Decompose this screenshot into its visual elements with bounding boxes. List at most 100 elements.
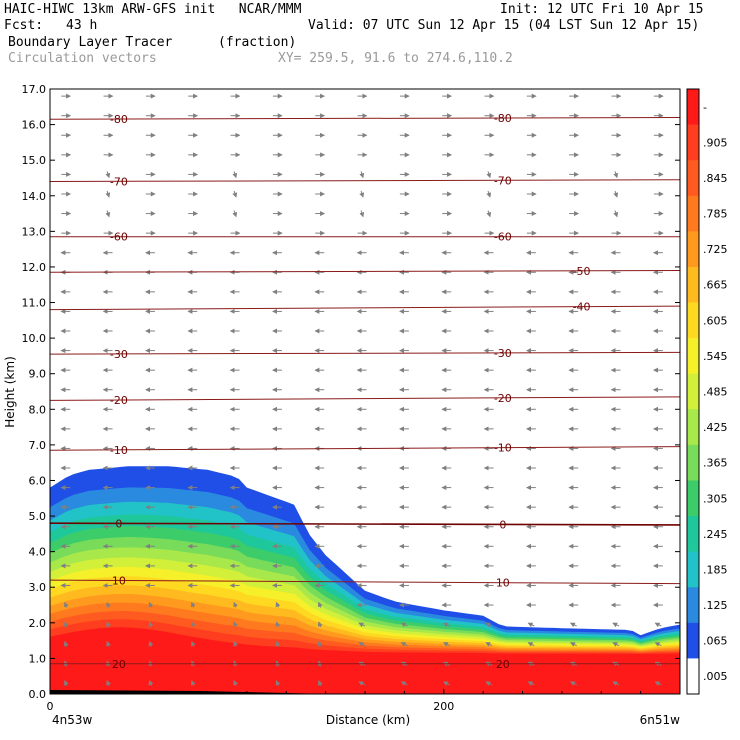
circulation-vector — [485, 642, 493, 647]
circulation-vector — [527, 622, 535, 628]
colorbar-swatch — [687, 302, 699, 339]
circulation-vector — [190, 621, 196, 628]
circulation-vector — [190, 680, 196, 687]
colorbar-swatch — [687, 373, 699, 410]
circulation-vector — [486, 171, 492, 179]
colorbar-label: .065 — [703, 635, 728, 648]
colorbar-swatch — [687, 551, 699, 588]
circulation-vector — [358, 622, 366, 628]
circulation-vector — [613, 171, 619, 179]
y-tick-label: 4.0 — [29, 546, 47, 559]
y-tick-label: 13.0 — [22, 225, 47, 238]
isotherm-line — [50, 179, 680, 183]
circulation-vector — [613, 190, 619, 198]
circulation-vector — [442, 681, 450, 686]
colorbar-swatch — [687, 89, 699, 126]
forecast-label: Fcst: — [4, 18, 44, 33]
isotherm-line — [50, 396, 680, 401]
colorbar-swatch — [687, 124, 699, 161]
isotherm-line — [50, 116, 680, 120]
circulation-vector — [232, 171, 238, 179]
colorbar-label: .665 — [703, 279, 728, 292]
circulation-vector — [317, 640, 323, 647]
y-tick-label: 3.0 — [29, 581, 47, 594]
x-right-endpoint: 6n51w — [640, 713, 681, 727]
cross-section-endpoints: XY= 259.5, 91.6 to 274.6,110.2 — [278, 51, 513, 66]
colorbar-label: .785 — [703, 208, 728, 221]
isotherm-label: -70 — [494, 174, 512, 187]
y-tick-label: 7.0 — [29, 439, 47, 452]
field-name-vectors: Circulation vectors — [8, 51, 157, 66]
forecast-hours: 43 h — [66, 18, 98, 33]
circulation-vector — [400, 642, 408, 647]
circulation-vector — [275, 640, 281, 647]
y-tick-label: 2.0 — [29, 617, 47, 630]
x-axis-title: Distance (km) — [326, 713, 410, 727]
circulation-vector — [233, 640, 238, 647]
colorbar-label: .485 — [703, 386, 728, 399]
colorbar-swatch — [687, 409, 699, 446]
circulation-vector — [105, 171, 111, 179]
circulation-vector — [612, 642, 620, 647]
circulation-vector — [232, 210, 238, 218]
isotherm-label: 0 — [499, 518, 506, 531]
field-units: (fraction) — [218, 35, 297, 50]
circulation-vector — [148, 601, 154, 608]
circulation-vector — [486, 210, 492, 218]
colorbar-swatch — [687, 160, 699, 197]
y-tick-label: 1.0 — [29, 652, 47, 665]
colorbar-label: .365 — [703, 457, 728, 470]
circulation-vector — [485, 622, 493, 628]
circulation-vector — [106, 680, 111, 687]
colorbar-label: - — [703, 101, 707, 114]
colorbar-label: .305 — [703, 492, 728, 505]
x-tick-label: 200 — [433, 700, 454, 713]
colorbar-swatch — [687, 658, 699, 695]
colorbar-swatch — [687, 444, 699, 481]
colorbar-swatch — [687, 622, 699, 659]
isotherm-label: 20 — [112, 658, 126, 671]
y-tick-label: 0.0 — [29, 688, 47, 701]
circulation-vector — [359, 171, 365, 179]
isotherm-label: -10 — [110, 444, 128, 457]
circulation-vector — [400, 681, 408, 686]
circulation-vector — [442, 642, 450, 647]
colorbar-label: .905 — [703, 136, 728, 149]
circulation-vector — [106, 621, 111, 628]
circulation-vector — [400, 622, 408, 628]
colorbar-label: .245 — [703, 528, 728, 541]
y-tick-label: 10.0 — [22, 332, 47, 345]
terrain-line — [50, 690, 330, 694]
isotherm-label: 10 — [112, 575, 126, 588]
isotherm-label: -30 — [494, 347, 512, 360]
isotherm-label: -82.25 — [357, 79, 392, 92]
circulation-vector — [105, 210, 111, 218]
colorbar-swatch — [687, 266, 699, 304]
isotherm-label: 0 — [115, 517, 122, 530]
circulation-vector — [106, 601, 111, 608]
circulation-vector — [105, 190, 111, 198]
circulation-vector — [190, 640, 196, 647]
isotherm-label: -50 — [573, 265, 591, 278]
isotherm-line — [50, 351, 680, 355]
circulation-vector — [148, 640, 154, 647]
circulation-vector — [233, 601, 238, 608]
circulation-vector — [106, 640, 111, 647]
circulation-vector — [359, 190, 365, 198]
circulation-vector — [442, 622, 450, 628]
y-tick-label: 9.0 — [29, 368, 47, 381]
circulation-vector — [569, 622, 577, 628]
circulation-vector — [63, 640, 69, 647]
circulation-vector — [358, 681, 366, 686]
y-tick-label: 8.0 — [29, 403, 47, 416]
isotherm-label: 10 — [496, 577, 510, 590]
circulation-vector — [233, 680, 238, 687]
y-tick-label: 5.0 — [29, 510, 47, 523]
circulation-vector — [612, 622, 620, 628]
isotherm-label: -20 — [494, 392, 512, 405]
circulation-vector — [190, 601, 196, 608]
colorbar-swatch — [687, 338, 699, 375]
circulation-vector — [612, 681, 620, 686]
circulation-vector — [654, 622, 662, 628]
